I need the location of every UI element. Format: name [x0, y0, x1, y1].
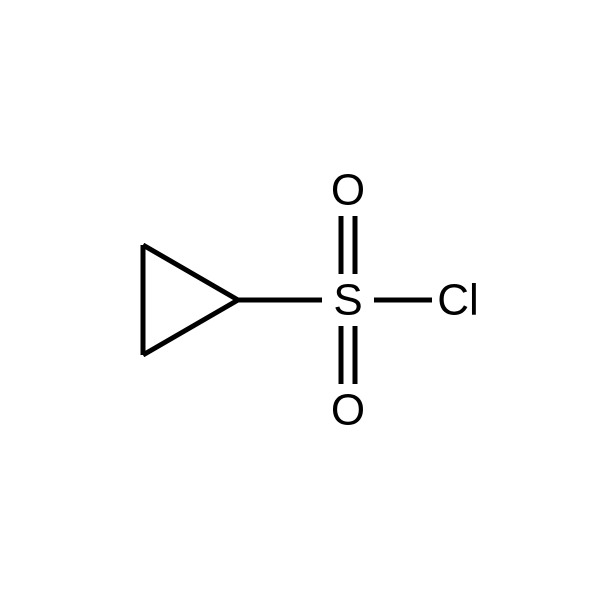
bonds-group — [143, 216, 432, 384]
bond-line — [143, 300, 238, 355]
atom-label-Cl: Cl — [437, 276, 479, 325]
atom-label-O1: O — [331, 166, 365, 215]
bond-line — [143, 245, 238, 300]
atom-label-O2: O — [331, 386, 365, 435]
atom-label-S: S — [333, 276, 362, 325]
